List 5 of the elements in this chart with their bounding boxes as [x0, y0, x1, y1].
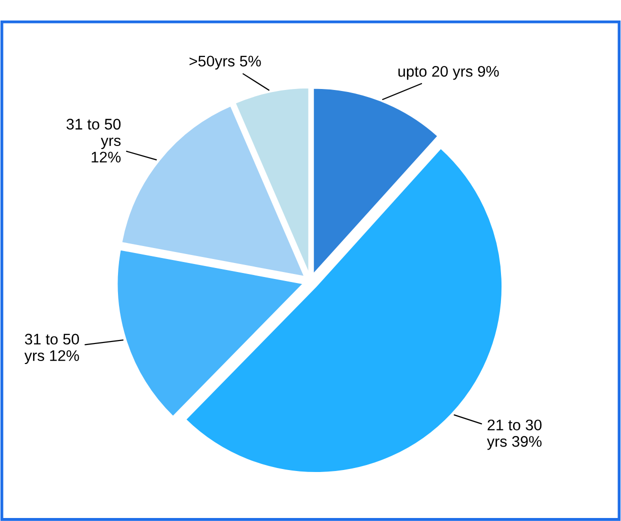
slice-label: >50yrs 5% [190, 56, 261, 70]
slice-label: upto 20 yrs 9% [398, 66, 499, 80]
slice-label: 21 to 30 yrs 39% [486, 420, 542, 450]
slice-label: 31 to 50 yrs 12% [66, 118, 121, 162]
slice-label: 31 to 50 yrs 12% [24, 334, 80, 364]
